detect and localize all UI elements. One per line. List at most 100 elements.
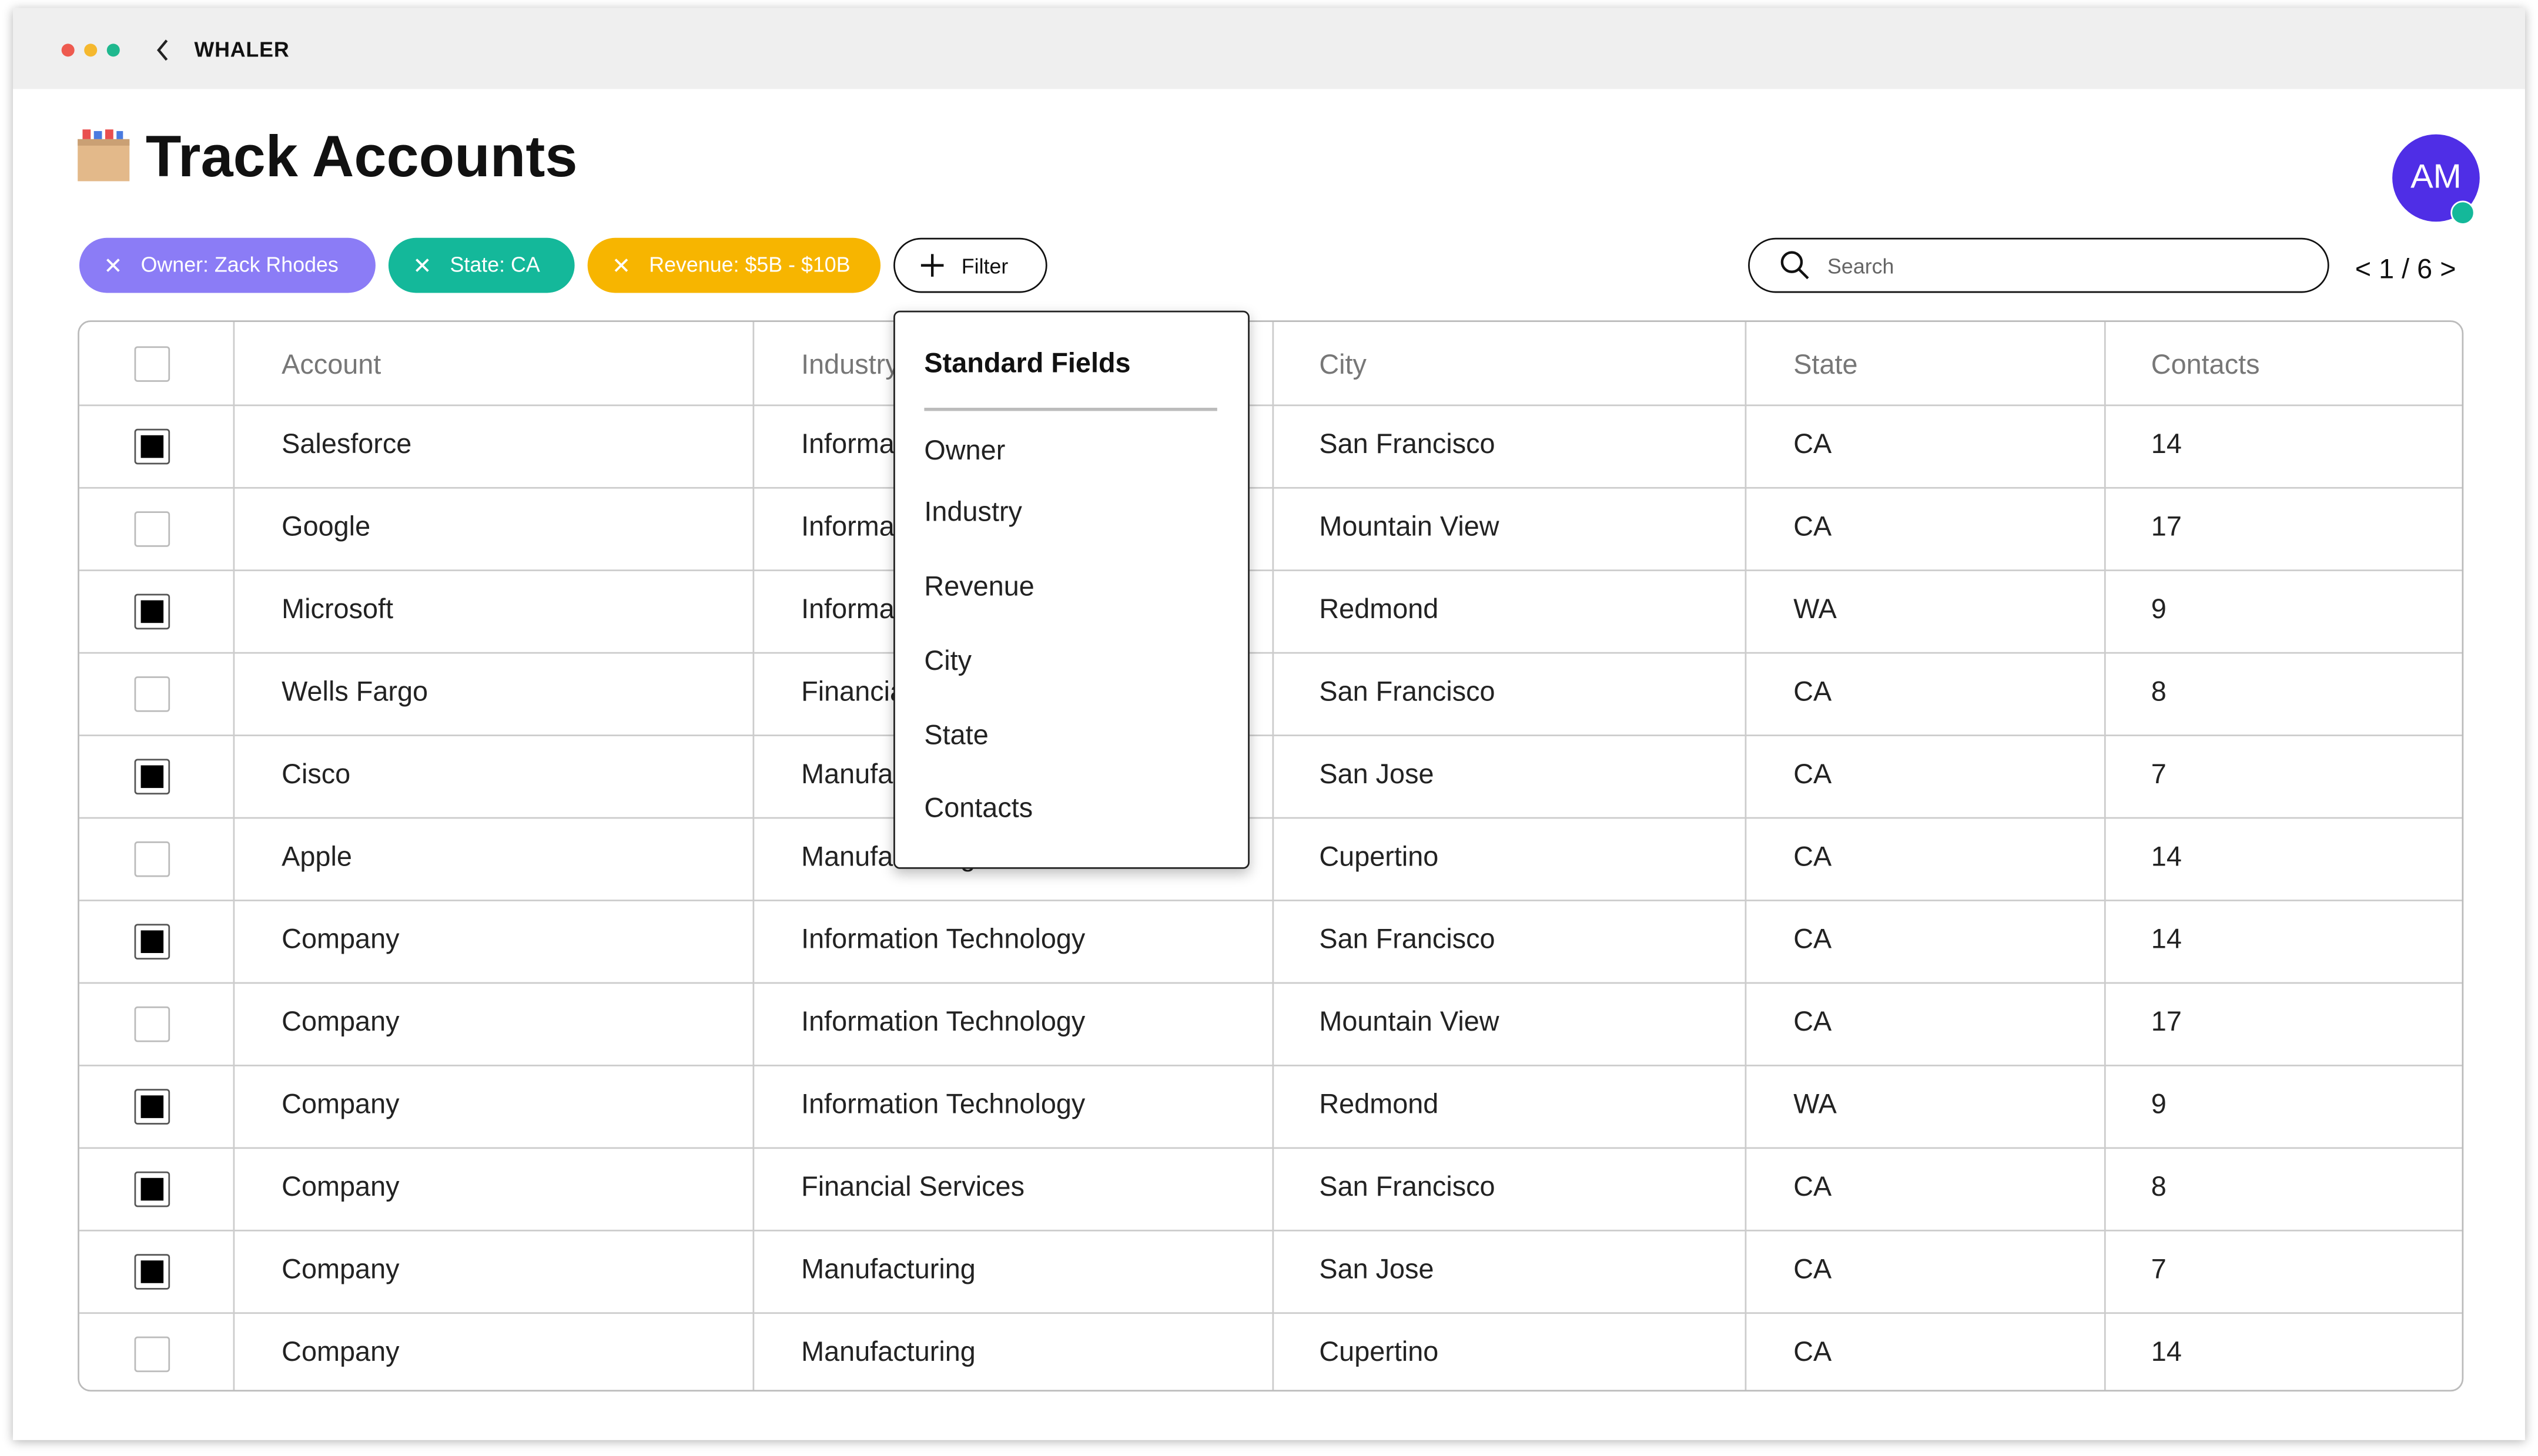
table-cell: Information Technology (801, 1089, 1086, 1120)
row-checkbox[interactable] (134, 1336, 170, 1373)
table-cell: Company (282, 924, 400, 955)
remove-filter-icon[interactable]: ✕ (413, 252, 432, 279)
dropdown-item[interactable]: Contacts (924, 793, 1033, 824)
table-cell: 14 (2151, 841, 2182, 873)
table-cell: CA (1793, 1254, 1832, 1285)
table-cell: San Jose (1319, 1254, 1434, 1285)
table-cell: CA (1793, 759, 1832, 790)
column-divider (1272, 322, 1274, 1390)
table-cell: WA (1793, 593, 1837, 625)
row-divider (79, 817, 2462, 819)
dropdown-title: Standard Fields (924, 348, 1131, 379)
close-dot[interactable] (61, 43, 75, 57)
remove-filter-icon[interactable]: ✕ (611, 252, 631, 279)
table-cell: 8 (2151, 676, 2167, 707)
table-cell: 9 (2151, 1089, 2167, 1120)
row-checkbox[interactable] (134, 759, 170, 795)
table-cell: CA (1793, 841, 1832, 873)
table-cell: Company (282, 1171, 400, 1203)
row-divider (79, 1312, 2462, 1314)
row-checkbox[interactable] (134, 593, 170, 630)
table-cell: Company (282, 1089, 400, 1120)
filter-chip[interactable]: Owner: Zack Rhodes ✕ (79, 237, 376, 293)
plus-icon (920, 254, 944, 277)
column-divider (752, 322, 755, 1390)
row-checkbox[interactable] (134, 1089, 170, 1125)
row-divider (79, 982, 2462, 984)
row-checkbox[interactable] (134, 841, 170, 877)
filter-button[interactable]: Filter (893, 237, 1047, 293)
table-cell: Mountain View (1319, 1006, 1499, 1038)
row-checkbox[interactable] (134, 511, 170, 547)
select-all-checkbox[interactable] (134, 346, 170, 382)
row-checkbox[interactable] (134, 924, 170, 960)
filter-label: Filter (961, 254, 1009, 279)
app-name: WHALER (194, 37, 290, 62)
search-box[interactable]: Search (1748, 237, 2329, 293)
accounts-table: Account Industry City State Contacts Salesfor… (78, 320, 2464, 1392)
table-cell: Mountain View (1319, 511, 1499, 542)
table-cell: Microsoft (282, 593, 394, 625)
table-cell: CA (1793, 924, 1832, 955)
page-title: Track Accounts (145, 123, 578, 190)
minimize-dot[interactable] (84, 43, 98, 57)
table-cell: San Francisco (1319, 1171, 1495, 1203)
remove-filter-icon[interactable]: ✕ (103, 252, 123, 279)
row-checkbox[interactable] (134, 1254, 170, 1290)
row-checkbox[interactable] (134, 1006, 170, 1042)
table-cell: San Jose (1319, 759, 1434, 790)
search-placeholder: Search (1827, 254, 1894, 279)
table-cell: 17 (2151, 511, 2182, 542)
dropdown-divider (924, 407, 1217, 411)
column-divider (233, 322, 235, 1390)
table-cell: Manufacturing (801, 1336, 976, 1367)
pagination[interactable]: < 1 / 6 > (2355, 254, 2456, 285)
table-cell: Apple (282, 841, 352, 873)
table-cell: Company (282, 1254, 400, 1285)
column-header: State (1793, 349, 1858, 381)
table-cell: Wells Fargo (282, 676, 428, 707)
table-cell: 14 (2151, 924, 2182, 955)
row-divider (79, 1065, 2462, 1066)
dropdown-item[interactable]: City (924, 645, 972, 677)
table-cell: Redmond (1319, 1089, 1439, 1120)
table-cell: 8 (2151, 1171, 2167, 1203)
dropdown-item[interactable]: Revenue (924, 571, 1034, 602)
row-checkbox[interactable] (134, 1171, 170, 1207)
filter-chip[interactable]: State: CA ✕ (388, 237, 575, 293)
column-header: Industry (801, 349, 899, 381)
table-cell: CA (1793, 676, 1832, 707)
row-divider (79, 404, 2462, 407)
maximize-dot[interactable] (106, 43, 120, 57)
status-dot (2450, 200, 2475, 225)
table-cell: 7 (2151, 759, 2167, 790)
table-cell: Google (282, 511, 371, 542)
table-cell: CA (1793, 1006, 1832, 1038)
table-cell: Information Technology (801, 1006, 1086, 1038)
table-cell: Cupertino (1319, 841, 1439, 873)
table-cell: CA (1793, 511, 1832, 542)
table-cell: San Francisco (1319, 924, 1495, 955)
row-checkbox[interactable] (134, 428, 170, 465)
column-divider (1745, 322, 1747, 1390)
table-cell: Cisco (282, 759, 351, 790)
table-cell: CA (1793, 1171, 1832, 1203)
title-bar: WHALER (13, 8, 2525, 89)
dropdown-item[interactable]: Industry (924, 496, 1022, 528)
table-cell: 14 (2151, 428, 2182, 460)
table-cell: Information Technology (801, 924, 1086, 955)
table-cell: San Francisco (1319, 676, 1495, 707)
column-header: Contacts (2151, 349, 2260, 381)
table-cell: San Francisco (1319, 428, 1495, 460)
dropdown-item[interactable]: Owner (924, 435, 1006, 467)
row-divider (79, 569, 2462, 572)
dropdown-item[interactable]: State (924, 720, 989, 751)
table-cell: Company (282, 1006, 400, 1038)
filter-chip[interactable]: Revenue: $5B - $10B ✕ (587, 237, 881, 293)
row-divider (79, 487, 2462, 489)
row-checkbox[interactable] (134, 676, 170, 712)
row-divider (79, 734, 2462, 736)
back-icon[interactable] (155, 39, 172, 62)
table-cell: Financial Services (801, 1171, 1025, 1203)
